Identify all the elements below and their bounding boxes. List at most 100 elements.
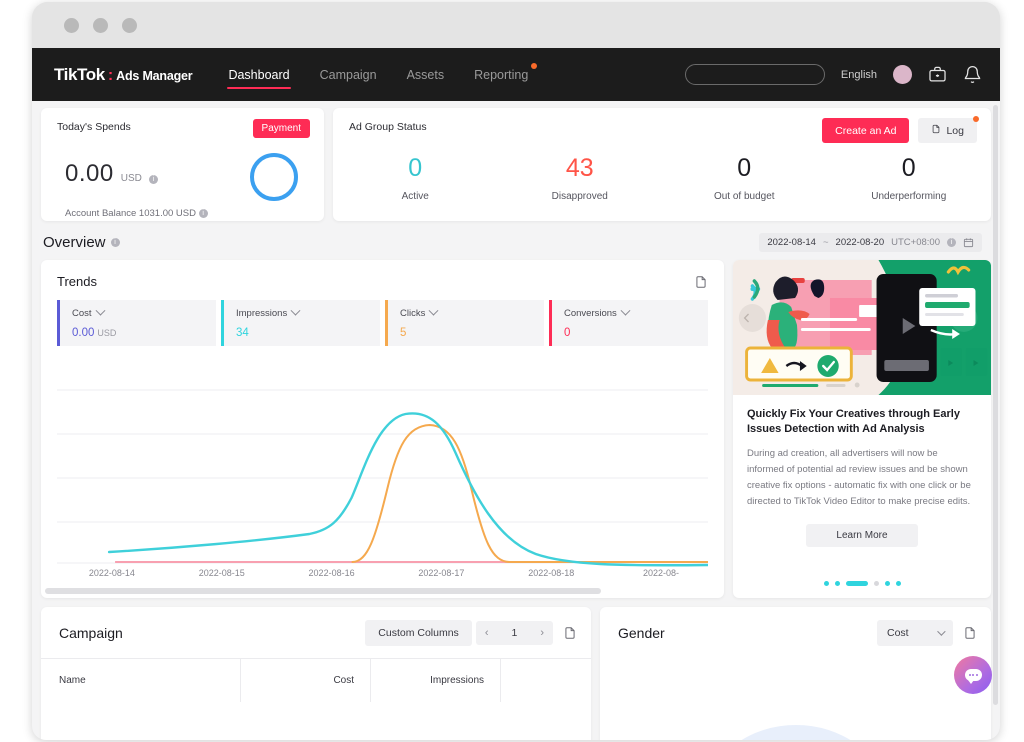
nav-item-dashboard[interactable]: Dashboard [226,54,291,95]
series-impressions-line [107,412,708,567]
campaign-tools: Custom Columns ‹ 1 › [365,620,577,646]
x-tick-4: 2022-08-18 [528,568,575,578]
spend-currency: USD [120,173,142,184]
briefcase-icon[interactable] [928,65,947,84]
trends-row: Trends Cost [32,260,1000,598]
metric-conversions-name-row: Conversions [564,305,708,319]
metric-cost-name-row: Cost [72,305,216,319]
chevron-down-icon [937,627,946,636]
carousel-dot-4[interactable] [884,581,890,586]
status-item-out-of-budget[interactable]: 0 Out of budget [662,152,827,202]
metric-clicks-value-row: 5 [400,327,544,339]
chat-support-button[interactable] [954,656,992,694]
nav-item-assets-label: Assets [406,68,445,82]
carousel-dot-0[interactable] [823,581,829,586]
column-header-impressions[interactable]: Impressions [371,659,501,702]
brand-logo[interactable]: TikTok : Ads Manager [54,65,193,85]
date-range-picker[interactable]: 2022-08-14 ~ 2022-08-20 UTC+08:00 i [759,233,982,252]
learn-more-button[interactable]: Learn More [806,524,918,547]
todays-spends-card: Today's Spends Payment 0.00 USD i Accoun… [41,108,324,221]
timezone-info-icon[interactable]: i [947,238,956,247]
promo-illustration [733,260,991,395]
campaign-title: Campaign [59,625,123,641]
chevron-down-icon[interactable] [620,305,631,316]
metric-tab-clicks[interactable]: Clicks 5 [385,300,544,346]
column-header-cost[interactable]: Cost [241,659,371,702]
summary-cards-row: Today's Spends Payment 0.00 USD i Accoun… [32,101,1000,221]
carousel-dot-1[interactable] [834,581,840,586]
status-item-disapproved[interactable]: 43 Disapproved [498,152,663,202]
gender-metric-select[interactable]: Cost [877,620,953,646]
status-item-active[interactable]: 0 Active [333,152,498,202]
metric-tab-impressions[interactable]: Impressions 34 [221,300,380,346]
spend-amount-group: 0.00 USD i [65,160,158,188]
ad-group-status-title: Ad Group Status [349,121,427,133]
prev-page-button[interactable]: ‹ [476,621,498,645]
bell-icon[interactable] [963,65,982,84]
metric-conversions-name: Conversions [564,308,617,319]
metric-clicks-name: Clicks [400,308,426,319]
spend-progress-ring [250,153,298,201]
log-button[interactable]: Log [918,116,979,143]
current-page-number: 1 [511,627,518,639]
metric-conversions-value: 0 [564,327,571,339]
promo-description: During ad creation, all advertisers will… [747,448,971,507]
ad-group-status-card: Ad Group Status Create an Ad Log [333,108,991,221]
metric-tab-conversions[interactable]: Conversions 0 [549,300,708,346]
nav-item-reporting-label: Reporting [474,68,529,82]
avatar[interactable] [893,65,912,84]
create-an-ad-button[interactable]: Create an Ad [822,118,910,143]
status-out-of-budget-label: Out of budget [713,191,775,202]
info-icon[interactable]: i [148,175,158,184]
nav-item-campaign[interactable]: Campaign [318,54,379,95]
next-page-button[interactable]: › [531,621,553,645]
payment-button[interactable]: Payment [252,119,310,138]
overview-info-icon[interactable]: i [110,238,120,247]
status-item-underperforming[interactable]: 0 Underperforming [827,152,992,202]
balance-info-icon[interactable]: i [198,208,208,218]
gender-tools: Cost [877,620,977,646]
date-range-separator: ~ [822,237,829,248]
window-minimize-dot[interactable] [93,17,108,33]
browser-window: TikTok : Ads Manager Dashboard Campaign … [32,2,1000,740]
search-input[interactable] [684,64,825,85]
window-maximize-dot[interactable] [122,17,137,33]
carousel-dot-3[interactable] [873,581,879,586]
trends-title: Trends [57,274,97,289]
metric-tab-cost[interactable]: Cost 0.00 USD [57,300,216,346]
calendar-icon[interactable] [963,237,974,248]
chevron-down-icon[interactable] [428,305,439,316]
nav-item-reporting[interactable]: Reporting [472,54,538,95]
metric-impressions-value: 34 [236,327,249,339]
chevron-down-icon[interactable] [95,305,105,316]
brand-subtitle: Ads Manager [116,68,193,83]
trends-card: Trends Cost [41,260,724,598]
page-title: Overview i [43,234,120,251]
chevron-down-icon[interactable] [290,305,301,316]
export-icon[interactable] [694,275,708,289]
page-vertical-scrollbar[interactable] [993,105,998,705]
metric-impressions-name: Impressions [236,308,288,319]
language-selector[interactable]: English [840,68,877,81]
log-file-icon [931,124,941,137]
nav-item-assets[interactable]: Assets [405,54,447,95]
carousel-dot-2-active[interactable] [845,581,868,586]
custom-columns-button[interactable]: Custom Columns [365,620,472,646]
carousel-dot-5[interactable] [895,581,901,586]
promo-card: Quickly Fix Your Creatives through Early… [733,260,991,598]
status-active-value: 0 [408,154,423,182]
column-header-name[interactable]: Name [41,659,241,702]
metric-clicks-value: 5 [400,327,407,339]
campaign-export-icon[interactable] [563,626,577,640]
metric-cost-unit: USD [97,328,117,338]
x-tick-1: 2022-08-15 [198,568,245,578]
chart-horizontal-scrollbar[interactable] [45,588,601,594]
notification-dot-icon [531,63,538,69]
window-close-dot[interactable] [64,17,79,33]
gender-export-icon[interactable] [963,626,977,640]
campaign-pagination: ‹ 1 › [475,621,553,645]
metric-cost-name: Cost [72,308,92,319]
promo-carousel-dots [733,581,991,586]
metric-cost-value: 0.00 [72,327,95,339]
bottom-panels-row: Campaign Custom Columns ‹ 1 › [32,598,1000,740]
